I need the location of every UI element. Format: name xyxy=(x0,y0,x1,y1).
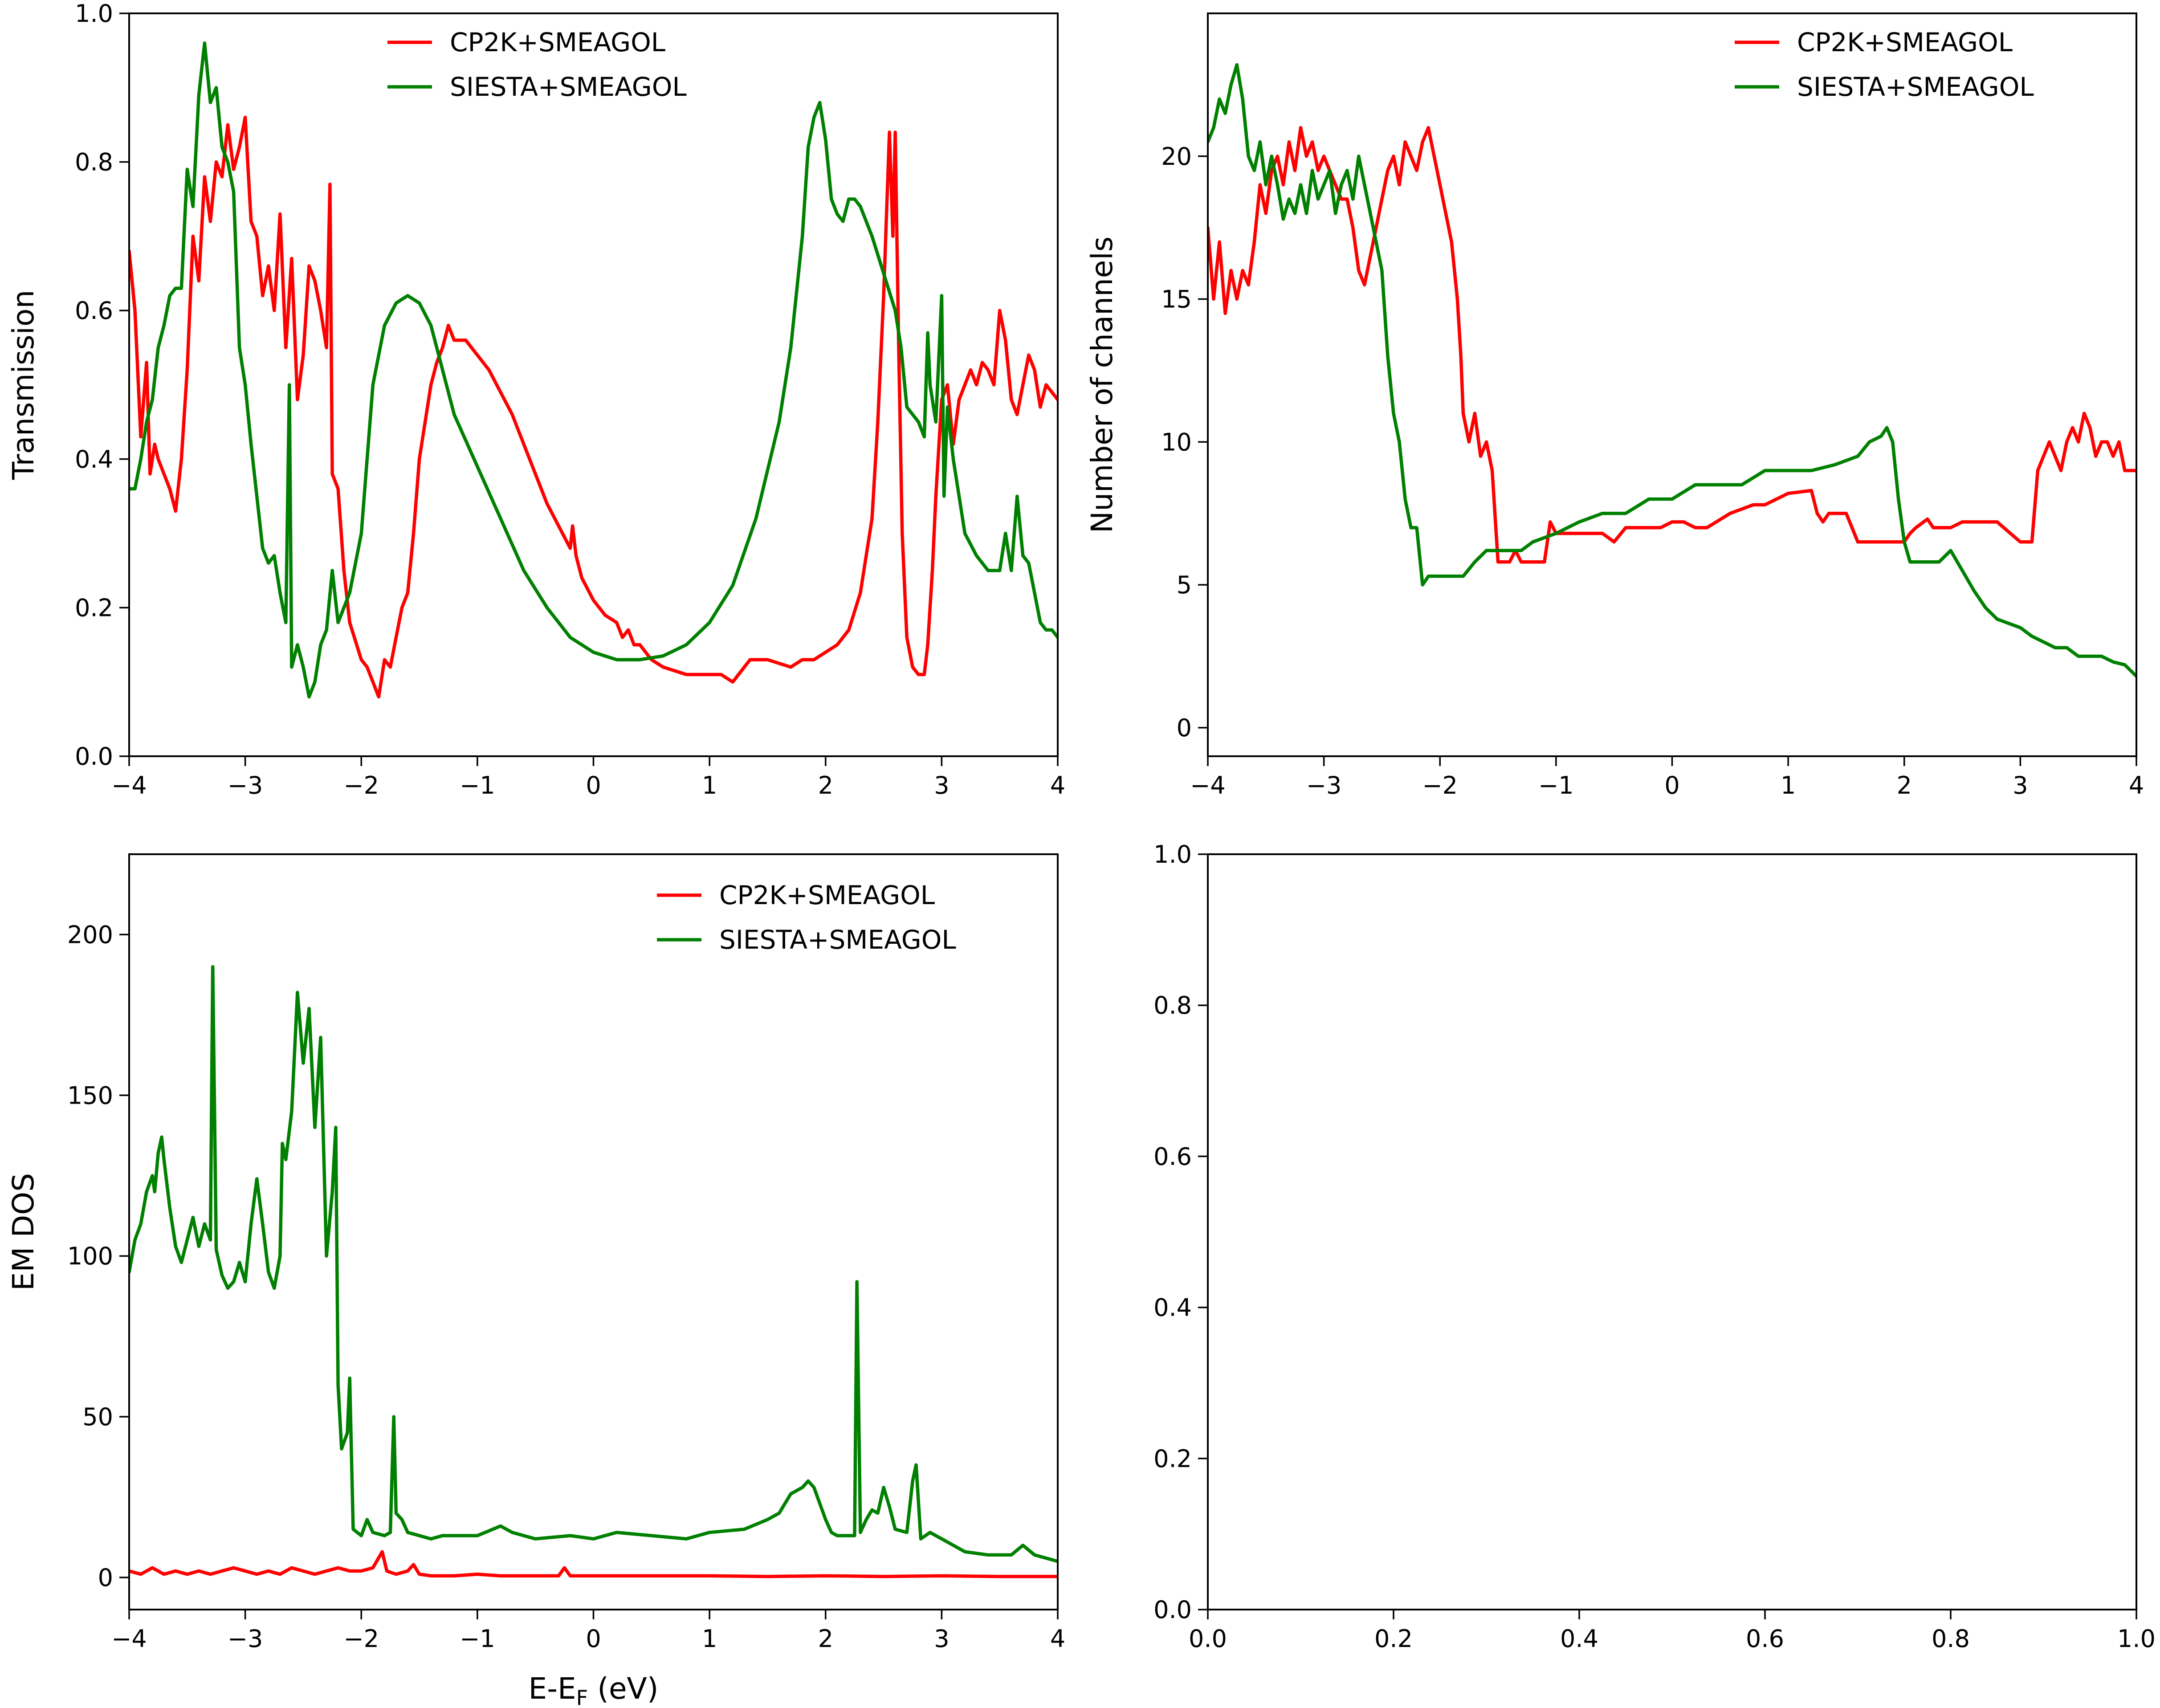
emdos-ytick-label: 150 xyxy=(67,1081,113,1109)
channels-legend-label-cp2k: CP2K+SMEAGOL xyxy=(1797,27,2013,57)
empty-xtick-label: 0.4 xyxy=(1560,1625,1598,1653)
emdos-xtick-label: −4 xyxy=(111,1625,147,1653)
emdos-xlabel: E-EF (eV) xyxy=(529,1671,659,1708)
emdos-series-cp2k-line xyxy=(129,1550,1058,1578)
channels-xtick-label: −4 xyxy=(1190,771,1226,799)
empty-ytick-label: 0.6 xyxy=(1153,1142,1192,1170)
channels-xtick-label: −3 xyxy=(1306,771,1342,799)
emdos-series-siesta-line xyxy=(129,965,1058,1563)
transmission-xtick-label: −2 xyxy=(343,771,379,799)
emdos-legend-label-siesta: SIESTA+SMEAGOL xyxy=(719,925,956,955)
emdos-xtick-label: 1 xyxy=(702,1625,717,1653)
transmission-xtick-label: −3 xyxy=(228,771,263,799)
channels-xtick-label: −1 xyxy=(1538,771,1574,799)
channels-series-siesta-line xyxy=(1208,63,2136,678)
transmission-ylabel: Transmission xyxy=(6,290,41,480)
transmission-xtick-label: 1 xyxy=(702,771,717,799)
empty-ytick-label: 0.2 xyxy=(1153,1445,1192,1473)
channels-ytick-label: 20 xyxy=(1161,143,1192,171)
channels-series-cp2k-line xyxy=(1208,126,2136,564)
transmission-legend-label-siesta: SIESTA+SMEAGOL xyxy=(450,72,687,102)
emdos-panel: −4 −3 −2 −1 0 1 2 3 4 0 50 100 150 200 EM DOS E-EF (eV)… xyxy=(6,853,1065,1708)
transmission-ytick-label: 0.2 xyxy=(75,594,113,622)
transmission-xtick-label: −4 xyxy=(111,771,147,799)
channels-axes-frame xyxy=(1207,12,2137,757)
transmission-legend-label-cp2k: CP2K+SMEAGOL xyxy=(450,27,665,57)
transmission-series-siesta-line xyxy=(129,41,1058,699)
empty-panel: 0.0 0.2 0.4 0.6 0.8 1.0 0.0 0.2 0.4 0.6 0.8 1.0 xyxy=(1153,840,2156,1653)
channels-legend-label-siesta: SIESTA+SMEAGOL xyxy=(1797,72,2034,102)
transmission-ytick-label: 0.4 xyxy=(75,445,113,473)
emdos-xtick-label: 2 xyxy=(818,1625,833,1653)
emdos-ytick-label: 100 xyxy=(67,1242,113,1270)
empty-xtick-label: 0.2 xyxy=(1374,1625,1413,1653)
empty-axes-frame xyxy=(1207,853,2137,1610)
emdos-xtick-label: −3 xyxy=(228,1625,263,1653)
channels-ytick-label: 5 xyxy=(1177,571,1192,599)
channels-ytick-label: 10 xyxy=(1161,428,1192,456)
empty-xtick-label: 0.8 xyxy=(1932,1625,1970,1653)
empty-xtick-label: 0.0 xyxy=(1189,1625,1227,1653)
empty-xtick-label: 1.0 xyxy=(2117,1625,2156,1653)
empty-ytick-label: 1.0 xyxy=(1153,840,1192,868)
emdos-xtick-label: 0 xyxy=(586,1625,601,1653)
emdos-xtick-label: −2 xyxy=(343,1625,379,1653)
channels-panel: −4 −3 −2 −1 0 1 2 3 4 0 5 10 15 20 Number of channels C… xyxy=(1085,12,2144,799)
empty-xtick-label: 0.6 xyxy=(1746,1625,1784,1653)
channels-xtick-label: 2 xyxy=(1897,771,1912,799)
channels-xtick-label: 4 xyxy=(2129,771,2144,799)
emdos-xtick-label: 4 xyxy=(1050,1625,1065,1653)
transmission-panel: −4 −3 −2 −1 0 1 2 3 4 0.0 0.2 0.4 0.6 0.8 1.0 Transmiss… xyxy=(6,0,1065,799)
channels-ytick-label: 0 xyxy=(1177,714,1192,742)
emdos-legend-label-cp2k: CP2K+SMEAGOL xyxy=(719,880,935,910)
emdos-xlabel-suffix: (eV) xyxy=(588,1671,658,1706)
channels-xtick-label: −2 xyxy=(1422,771,1458,799)
empty-ytick-label: 0.8 xyxy=(1153,991,1192,1019)
emdos-ylabel: EM DOS xyxy=(6,1173,41,1291)
channels-xtick-label: 3 xyxy=(2013,771,2028,799)
transmission-xtick-label: 2 xyxy=(818,771,833,799)
channels-xtick-label: 0 xyxy=(1664,771,1679,799)
transmission-ytick-label: 1.0 xyxy=(75,0,113,28)
emdos-xtick-label: 3 xyxy=(934,1625,949,1653)
emdos-xlabel-main: E-E xyxy=(529,1671,576,1706)
empty-ytick-label: 0.0 xyxy=(1153,1596,1192,1624)
emdos-xtick-label: −1 xyxy=(460,1625,495,1653)
emdos-ytick-label: 50 xyxy=(82,1403,113,1431)
transmission-ytick-label: 0.8 xyxy=(75,148,113,176)
channels-ylabel: Number of channels xyxy=(1085,236,1119,533)
empty-ytick-label: 0.4 xyxy=(1153,1294,1192,1322)
transmission-series-cp2k-line xyxy=(129,115,1058,699)
transmission-xtick-label: −1 xyxy=(460,771,495,799)
emdos-xlabel-sub: F xyxy=(576,1686,588,1708)
emdos-ytick-label: 200 xyxy=(67,921,113,949)
transmission-xtick-label: 4 xyxy=(1050,771,1065,799)
channels-ytick-label: 15 xyxy=(1161,285,1192,314)
transmission-ytick-label: 0.6 xyxy=(75,297,113,325)
channels-xtick-label: 1 xyxy=(1781,771,1796,799)
transmission-xtick-label: 0 xyxy=(586,771,601,799)
transmission-axes-frame xyxy=(128,12,1059,757)
transmission-ytick-label: 0.0 xyxy=(75,742,113,770)
emdos-ytick-label: 0 xyxy=(98,1564,113,1592)
transmission-xtick-label: 3 xyxy=(934,771,949,799)
